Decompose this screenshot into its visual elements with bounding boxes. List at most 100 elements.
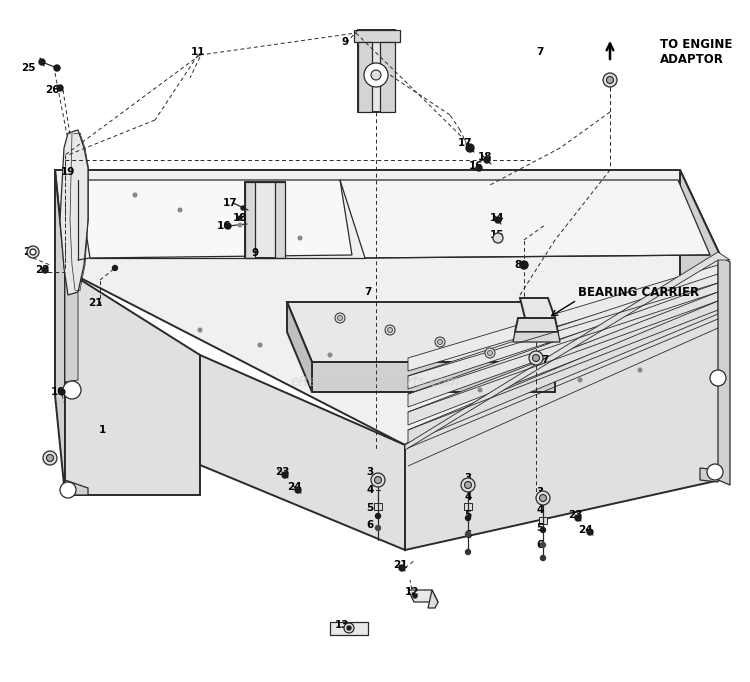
Circle shape xyxy=(587,529,593,535)
Circle shape xyxy=(46,454,53,462)
Polygon shape xyxy=(380,42,395,112)
Circle shape xyxy=(225,223,231,229)
Circle shape xyxy=(241,206,245,210)
Text: 6: 6 xyxy=(366,520,374,530)
Circle shape xyxy=(376,526,380,531)
Text: 4: 4 xyxy=(536,505,544,515)
Polygon shape xyxy=(408,283,718,407)
Circle shape xyxy=(338,316,343,321)
Text: 15: 15 xyxy=(490,230,504,240)
Text: 6: 6 xyxy=(536,540,544,550)
Text: 25: 25 xyxy=(21,63,35,73)
Circle shape xyxy=(134,193,136,197)
Circle shape xyxy=(374,477,382,484)
Polygon shape xyxy=(312,362,555,392)
Circle shape xyxy=(298,236,302,240)
Text: TO ENGINE
ADAPTOR: TO ENGINE ADAPTOR xyxy=(660,38,732,66)
Polygon shape xyxy=(513,332,560,342)
Circle shape xyxy=(295,487,301,493)
Circle shape xyxy=(476,165,482,171)
Circle shape xyxy=(529,351,543,365)
Circle shape xyxy=(532,355,539,361)
Text: eReplacementParts.com: eReplacementParts.com xyxy=(290,375,460,389)
Circle shape xyxy=(707,464,723,480)
Polygon shape xyxy=(275,182,285,258)
Circle shape xyxy=(541,556,545,561)
Circle shape xyxy=(575,515,581,521)
Circle shape xyxy=(385,325,395,335)
Polygon shape xyxy=(539,517,547,524)
Text: 16: 16 xyxy=(469,161,483,171)
Circle shape xyxy=(484,157,490,163)
Polygon shape xyxy=(340,180,710,258)
Polygon shape xyxy=(65,270,200,495)
Circle shape xyxy=(488,351,493,355)
Text: 17: 17 xyxy=(223,198,237,208)
Circle shape xyxy=(478,388,482,391)
Circle shape xyxy=(347,626,351,630)
Text: 23: 23 xyxy=(274,467,290,477)
Circle shape xyxy=(344,623,354,633)
Circle shape xyxy=(485,348,495,358)
Circle shape xyxy=(42,267,48,273)
Text: 12: 12 xyxy=(405,587,419,597)
Circle shape xyxy=(435,337,445,347)
Circle shape xyxy=(59,389,65,395)
Polygon shape xyxy=(358,30,395,112)
Polygon shape xyxy=(405,252,730,450)
Text: 22: 22 xyxy=(34,265,50,275)
Polygon shape xyxy=(245,182,285,258)
Circle shape xyxy=(39,59,45,65)
Circle shape xyxy=(493,233,503,243)
Text: 9: 9 xyxy=(251,248,259,258)
Circle shape xyxy=(536,491,550,505)
Circle shape xyxy=(371,70,381,80)
Polygon shape xyxy=(354,30,400,42)
Circle shape xyxy=(710,370,726,386)
Polygon shape xyxy=(408,274,718,389)
Circle shape xyxy=(437,340,442,344)
Circle shape xyxy=(27,246,39,258)
Polygon shape xyxy=(55,170,65,495)
Circle shape xyxy=(495,217,501,223)
Text: 5: 5 xyxy=(464,510,472,520)
Polygon shape xyxy=(60,130,88,295)
Polygon shape xyxy=(65,268,78,382)
Circle shape xyxy=(461,478,475,492)
Circle shape xyxy=(466,516,470,520)
Polygon shape xyxy=(408,292,718,425)
Text: 13: 13 xyxy=(334,620,350,630)
Polygon shape xyxy=(55,170,720,445)
Text: 18: 18 xyxy=(232,213,248,223)
Text: 14: 14 xyxy=(490,213,504,223)
Text: 24: 24 xyxy=(286,482,302,492)
Polygon shape xyxy=(515,318,558,332)
Text: BEARING CARRIER: BEARING CARRIER xyxy=(578,286,699,299)
Circle shape xyxy=(238,216,242,220)
Circle shape xyxy=(607,76,613,83)
Circle shape xyxy=(30,249,36,255)
Text: 5: 5 xyxy=(536,523,544,533)
Polygon shape xyxy=(428,590,438,608)
Polygon shape xyxy=(520,298,555,318)
Circle shape xyxy=(198,328,202,332)
Polygon shape xyxy=(718,255,730,485)
Circle shape xyxy=(376,514,380,518)
Circle shape xyxy=(112,265,118,271)
Text: 24: 24 xyxy=(578,525,592,535)
Text: 26: 26 xyxy=(45,85,59,95)
Text: 7: 7 xyxy=(536,47,544,57)
Circle shape xyxy=(520,261,528,269)
Polygon shape xyxy=(287,302,555,362)
Circle shape xyxy=(364,63,388,87)
Text: 2: 2 xyxy=(44,453,51,463)
Text: 19: 19 xyxy=(61,167,75,177)
Text: 11: 11 xyxy=(190,47,206,57)
Text: 3: 3 xyxy=(536,487,544,497)
Circle shape xyxy=(371,473,385,487)
Circle shape xyxy=(466,144,474,152)
Polygon shape xyxy=(330,622,368,635)
Polygon shape xyxy=(200,355,405,550)
Circle shape xyxy=(282,472,288,478)
Polygon shape xyxy=(65,480,88,495)
